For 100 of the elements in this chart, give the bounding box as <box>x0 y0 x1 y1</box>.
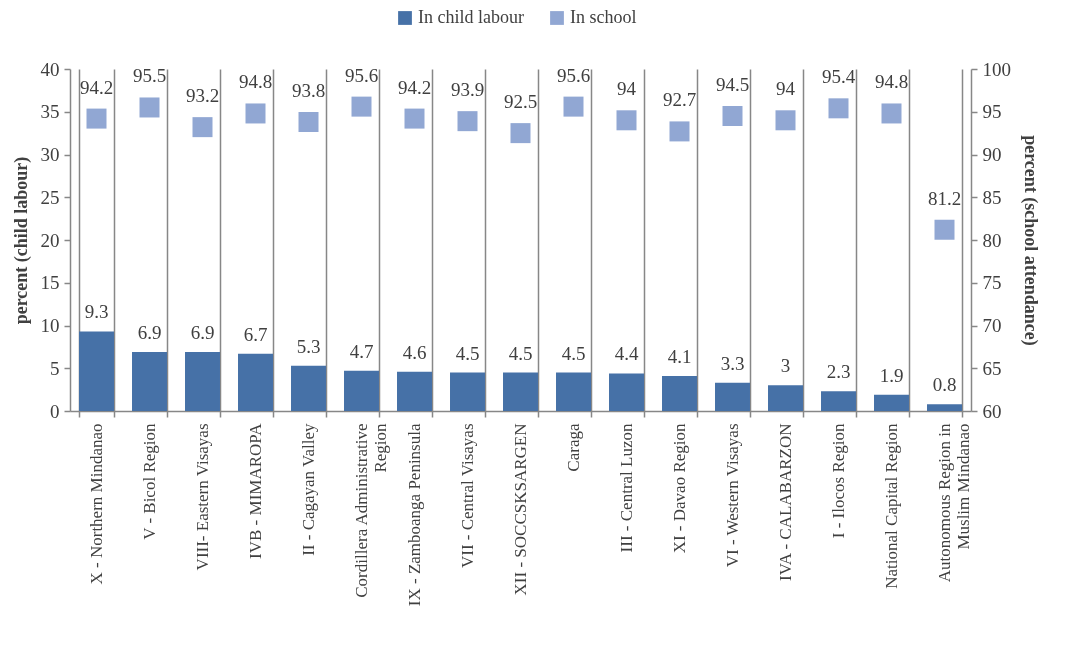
point <box>139 97 160 118</box>
data-label: 95.6 <box>556 64 591 86</box>
data-label: 94.8 <box>874 71 909 93</box>
bar <box>450 372 485 411</box>
x-tick-label: II - Cagayan Valley <box>299 423 318 556</box>
y2-tick-label: 100 <box>982 58 1011 80</box>
y-tick-label: 35 <box>40 101 60 123</box>
point <box>510 123 531 144</box>
bar <box>185 352 220 411</box>
point <box>881 103 902 124</box>
data-label: 4.7 <box>349 340 374 362</box>
data-label: 94.2 <box>397 76 432 98</box>
x-tick-label: VII - Central Visayas <box>458 423 477 569</box>
y2-axis-title: percent (school attendance) <box>1020 135 1041 346</box>
bar <box>662 375 697 411</box>
bar <box>132 352 167 411</box>
data-label: 2.3 <box>826 361 851 383</box>
data-label: 4.5 <box>508 342 533 364</box>
point <box>298 112 319 133</box>
data-label: 95.4 <box>821 66 856 88</box>
data-label: 92.7 <box>662 89 697 111</box>
x-tick-label: XI - Davao Region <box>670 423 689 554</box>
data-label: 6.9 <box>190 322 215 344</box>
data-label: 9.3 <box>84 301 109 323</box>
bar <box>238 353 273 411</box>
x-tick-label: IX - Zamboanga Peninsula <box>405 423 424 607</box>
data-label: 5.3 <box>296 335 321 357</box>
y2-tick-label: 65 <box>982 357 1002 379</box>
y-tick-label: 5 <box>50 357 60 379</box>
x-tick-label: National Capital Region <box>882 423 901 589</box>
bar <box>291 365 326 411</box>
x-tick-label: IVB - MIMAROPA <box>246 422 265 559</box>
y-tick-label: 25 <box>40 186 60 208</box>
x-tick-label: IVA - CALABARZON <box>776 423 795 581</box>
point <box>775 110 796 131</box>
y-axis-title: percent (child labour) <box>10 156 32 325</box>
y-tick-label: 30 <box>40 144 60 165</box>
y2-tick-label: 90 <box>982 144 1002 165</box>
data-label: 94.2 <box>79 76 114 98</box>
data-label: 94.5 <box>715 74 750 96</box>
x-tick-label: I - Ilocos Region <box>829 423 848 539</box>
y-tick-label: 0 <box>50 400 60 422</box>
data-label: 4.5 <box>455 342 480 364</box>
data-label: 93.9 <box>450 79 485 101</box>
y2-tick-label: 85 <box>982 186 1002 208</box>
data-label: 93.8 <box>291 80 326 102</box>
data-label: 4.5 <box>561 342 586 364</box>
x-tick-label: VI - Western Visayas <box>723 423 742 568</box>
bar <box>79 331 114 411</box>
data-label: 0.8 <box>932 374 957 396</box>
data-label: 81.2 <box>927 187 962 209</box>
data-label: 94.8 <box>238 71 273 93</box>
bar <box>874 394 909 411</box>
data-label: 95.6 <box>344 64 379 86</box>
bar <box>397 371 432 411</box>
data-label: 1.9 <box>879 364 904 386</box>
x-tick-label: III - Central Luzon <box>617 423 636 553</box>
point <box>934 219 955 240</box>
x-tick-label: XII - SOCCSKSARGEN <box>511 423 530 596</box>
data-label: 93.2 <box>185 85 220 107</box>
data-label: 4.6 <box>402 341 427 363</box>
data-label: 95.5 <box>132 65 167 87</box>
y-tick-label: 15 <box>40 272 60 294</box>
data-label: 6.9 <box>137 322 162 344</box>
bar <box>821 391 856 411</box>
x-tick-label: V - Bicol Region <box>140 423 159 540</box>
data-label: 6.7 <box>243 323 268 345</box>
x-tick-label: X - Northern Mindanao <box>87 423 106 585</box>
y2-tick-label: 75 <box>982 272 1002 294</box>
legend-label: In school <box>570 7 637 27</box>
legend-label: In child labour <box>418 7 524 27</box>
data-label: 94 <box>617 78 637 100</box>
bar <box>503 372 538 411</box>
data-label: 3 <box>780 355 791 377</box>
data-label: 92.5 <box>503 91 538 113</box>
y-tick-label: 20 <box>40 229 60 251</box>
y2-tick-label: 60 <box>982 400 1002 422</box>
y-tick-label: 40 <box>40 58 60 80</box>
x-tick-label: Cordillera Administrative Region <box>352 423 390 598</box>
point <box>245 103 266 124</box>
y2-tick-label: 80 <box>982 229 1002 251</box>
y2-tick-label: 95 <box>982 101 1002 123</box>
point <box>86 108 107 129</box>
data-label: 3.3 <box>720 352 745 374</box>
bar <box>715 382 750 411</box>
bar <box>556 372 591 411</box>
point <box>563 96 584 117</box>
point <box>457 111 478 132</box>
x-tick-label: Autonomous Region in Muslim Mindanao <box>935 423 973 583</box>
point <box>351 96 372 117</box>
point <box>828 98 849 119</box>
data-label: 4.4 <box>614 343 639 365</box>
point <box>669 121 690 142</box>
y2-tick-label: 70 <box>982 315 1002 336</box>
data-label: 4.1 <box>667 345 692 367</box>
y-tick-label: 10 <box>40 315 60 336</box>
point <box>192 117 213 138</box>
point <box>404 108 425 129</box>
bar <box>344 370 379 411</box>
bar <box>609 373 644 411</box>
